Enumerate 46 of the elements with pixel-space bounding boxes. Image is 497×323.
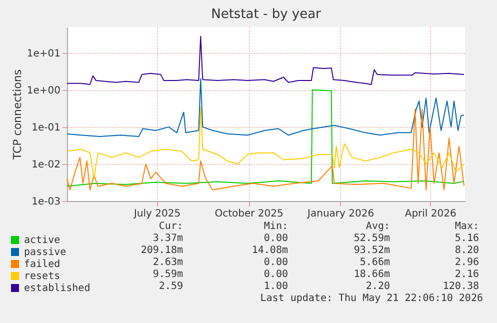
line-series [66, 108, 465, 190]
text: 52.59m [354, 233, 390, 244]
text: 2.63m [152, 257, 183, 268]
text: 1.00 [264, 281, 288, 292]
legend-label: passive [24, 247, 66, 258]
text: 2.20 [366, 281, 390, 292]
text: 0.00 [264, 257, 288, 268]
y-axis-title: TCP connections [10, 69, 24, 161]
chart-title: Netstat - by year [211, 7, 322, 22]
text: 209.18m [140, 245, 183, 256]
line-series [66, 89, 465, 187]
legend-label: resets [24, 271, 60, 282]
text: Max: [454, 221, 479, 232]
text: 5.16 [454, 233, 479, 244]
text: 9.59m [152, 269, 183, 280]
text: 120.38 [442, 281, 479, 292]
legend-label: active [24, 235, 60, 246]
text: 18.66m [354, 269, 390, 280]
y-tick-label: 1e-02 [32, 159, 60, 170]
text: Avg: [366, 221, 390, 232]
text: Cur: [158, 221, 183, 232]
x-tick-label: July 2025 [132, 208, 181, 220]
legend-label: failed [24, 259, 60, 270]
legend-label: established [24, 283, 90, 294]
text: 0.00 [264, 233, 288, 244]
y-tick-label: 1e+01 [26, 48, 60, 60]
text: Min: [264, 221, 288, 232]
text: Last update: Thu May 21 22:06:10 2026 [260, 293, 483, 304]
text: 5.66m [360, 257, 390, 268]
text: 2.16 [454, 269, 479, 280]
text: 3.37m [152, 233, 183, 244]
line-series [66, 78, 465, 138]
text: 0.00 [264, 269, 288, 280]
x-tick-label: April 2026 [404, 208, 456, 220]
text: 2.96 [454, 257, 479, 268]
text: 8.20 [454, 245, 479, 256]
line-series [66, 36, 465, 85]
x-tick-label: October 2025 [214, 208, 284, 220]
text: 2.59 [158, 281, 183, 292]
y-tick-label: 1e+00 [26, 85, 60, 96]
line-series [66, 106, 465, 180]
text: 93.52m [354, 245, 390, 256]
y-tick-label: 1e-03 [32, 196, 60, 208]
y-tick-label: 1e-01 [32, 122, 60, 134]
text: 14.08m [252, 245, 288, 256]
x-tick-label: January 2026 [306, 208, 374, 220]
